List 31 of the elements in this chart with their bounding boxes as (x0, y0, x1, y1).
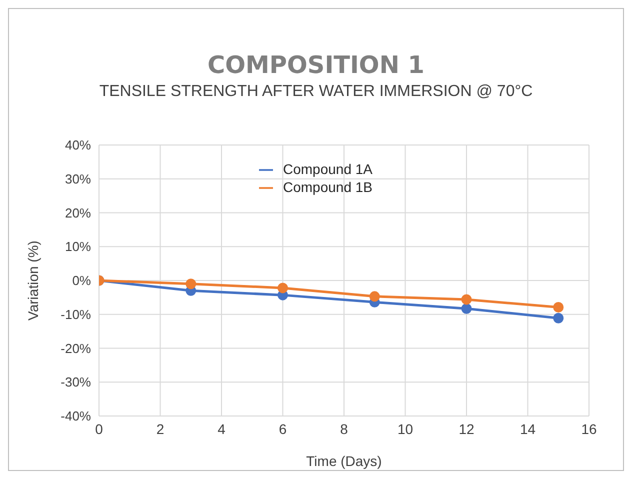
y-tick-label: -10% (60, 306, 92, 322)
y-tick-label: 30% (64, 171, 92, 186)
point (553, 312, 564, 324)
y-tick-label: 0% (72, 273, 92, 288)
point (461, 294, 472, 305)
chart-subtitle: TENSILE STRENGTH AFTER WATER IMMERSION @ 70°C (98, 83, 534, 101)
x-tick-label: 2 (156, 420, 164, 437)
legend-label: Compound 1B (283, 179, 373, 195)
y-tick-label: -20% (60, 340, 92, 356)
x-tick-label: 12 (458, 420, 474, 437)
x-axis-title: Time (Days) (306, 453, 382, 469)
x-tick-label: 14 (520, 420, 536, 437)
x-tick-label: 16 (581, 420, 597, 437)
y-tick-label: 20% (64, 205, 92, 220)
point (186, 278, 196, 290)
point (553, 302, 564, 313)
y-tick-label: -40% (60, 408, 92, 424)
legend-label: Compound 1A (283, 161, 373, 177)
x-tick-label: 0 (95, 420, 104, 437)
x-tick-label: 6 (278, 420, 287, 437)
y-tick-label: 10% (64, 239, 92, 254)
x-tick-label: 8 (340, 420, 348, 437)
x-tick-label: 4 (218, 420, 226, 437)
point (461, 303, 472, 314)
point (278, 282, 288, 294)
chart-title: COMPOSITION 1 (206, 51, 426, 79)
x-tick-label: 10 (397, 420, 414, 437)
y-axis-title: Variation (%) (24, 240, 41, 320)
y-tick-label: -30% (60, 374, 92, 390)
point (369, 291, 380, 302)
y-tick-label: 40% (64, 138, 92, 153)
